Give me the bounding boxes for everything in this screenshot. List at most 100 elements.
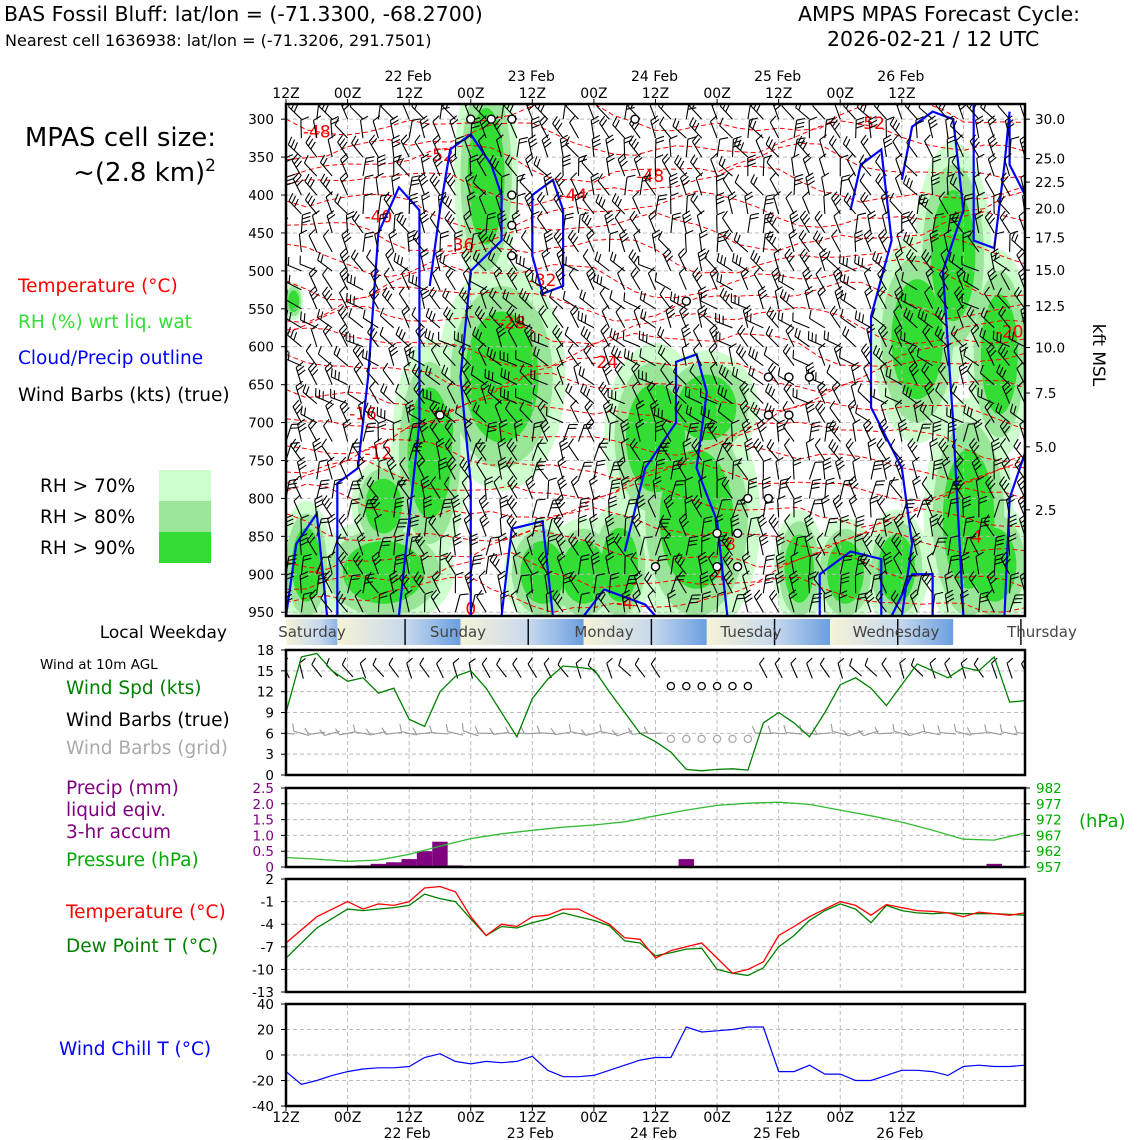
barb-staff <box>362 356 379 367</box>
barb-feather <box>623 348 627 358</box>
wind-barb <box>362 422 377 442</box>
barb-feather <box>807 407 815 414</box>
barb-feather <box>586 229 594 236</box>
barb-feather <box>326 293 333 301</box>
barb-staff <box>422 396 441 405</box>
barb-feather <box>350 578 360 581</box>
barb-feather <box>618 460 626 467</box>
barb-feather <box>382 540 391 543</box>
barb-staff <box>477 349 487 366</box>
barb-feather <box>327 213 336 220</box>
wind-barb <box>608 478 621 499</box>
barb-staff <box>393 537 396 556</box>
wind-barb <box>591 495 601 518</box>
wind-barb <box>381 287 395 310</box>
barb-staff <box>690 199 703 215</box>
barb-feather <box>689 98 697 102</box>
wind-barb <box>598 381 610 404</box>
barb-feather <box>416 536 424 544</box>
barb-staff <box>547 480 550 499</box>
wind-barb <box>597 590 610 613</box>
wind-barb <box>480 380 490 404</box>
barb-feather <box>823 465 832 471</box>
barb-feather <box>467 195 476 201</box>
barb-staff <box>429 217 441 234</box>
wind-barb <box>682 210 692 234</box>
forecast-cycle-date: 2026-02-21 / 12 UTC <box>827 27 1040 51</box>
barb-feather <box>467 577 475 585</box>
wind-barb <box>556 551 566 575</box>
wind-barb <box>470 366 487 386</box>
wind-barb <box>608 230 619 252</box>
barb-feather <box>792 349 795 359</box>
barb-feather <box>401 267 408 274</box>
barb-staff <box>608 575 612 594</box>
barb-feather <box>521 290 527 300</box>
isotherm <box>286 281 1025 324</box>
barb-feather <box>580 497 590 501</box>
barb-staff <box>582 199 595 215</box>
barb-feather <box>552 116 558 124</box>
wind-barb <box>476 153 487 177</box>
barb-feather <box>867 437 876 444</box>
barb-feather <box>330 120 340 125</box>
barb-feather <box>463 365 470 373</box>
barb-staff <box>388 234 395 253</box>
wind-barbs <box>286 98 1025 613</box>
barb-feather <box>367 405 372 414</box>
barb-feather <box>353 334 355 344</box>
wind-barb <box>405 551 414 575</box>
barb-feather <box>389 570 397 577</box>
barb-staff <box>295 367 302 385</box>
wind-barb <box>445 172 456 196</box>
wind-barb <box>408 405 425 424</box>
wind-barb <box>493 475 503 499</box>
barb-feather <box>354 346 361 355</box>
barb-feather <box>307 532 314 541</box>
wind-barb <box>828 135 841 158</box>
barb-staff <box>546 415 564 424</box>
wind-barb <box>300 591 313 613</box>
barb-staff <box>497 442 503 461</box>
barb-feather <box>555 532 563 540</box>
barb-staff <box>405 404 410 423</box>
barb-feather <box>421 290 430 296</box>
barb-staff <box>362 499 369 518</box>
wind-barb <box>814 210 826 234</box>
wind-barb <box>537 551 549 575</box>
barb-feather <box>657 198 667 201</box>
barb-feather <box>398 476 404 485</box>
barb-feather <box>369 328 376 336</box>
barb-staff <box>600 330 610 347</box>
wind-barb <box>512 551 521 575</box>
barb-feather <box>479 115 487 122</box>
wind-barb <box>286 571 295 594</box>
barb-feather <box>561 142 570 148</box>
wind-barb <box>322 324 333 348</box>
barb-staff <box>305 142 318 158</box>
barb-feather <box>305 135 311 144</box>
wind-barb <box>762 573 775 594</box>
barb-feather <box>585 418 593 426</box>
barb-feather <box>453 518 462 523</box>
wind-barb <box>499 495 509 518</box>
barb-feather <box>515 388 517 397</box>
barb-feather <box>288 482 298 486</box>
barb-staff <box>556 253 564 272</box>
barb-feather <box>368 352 372 362</box>
barb-feather <box>498 536 507 542</box>
wind-barb <box>366 249 379 272</box>
barb-staff <box>459 464 472 480</box>
barb-feather <box>319 487 328 490</box>
barb-staff <box>419 120 426 139</box>
wind-barb <box>562 154 571 177</box>
barb-feather <box>435 160 443 168</box>
barb-feather <box>324 289 331 298</box>
wind-barb <box>502 289 518 310</box>
barb-feather <box>292 441 299 450</box>
barb-staff <box>345 339 364 348</box>
wind-barb <box>428 514 441 537</box>
wind-barb <box>793 173 804 196</box>
barb-feather <box>324 104 330 113</box>
barb-feather <box>826 364 831 373</box>
